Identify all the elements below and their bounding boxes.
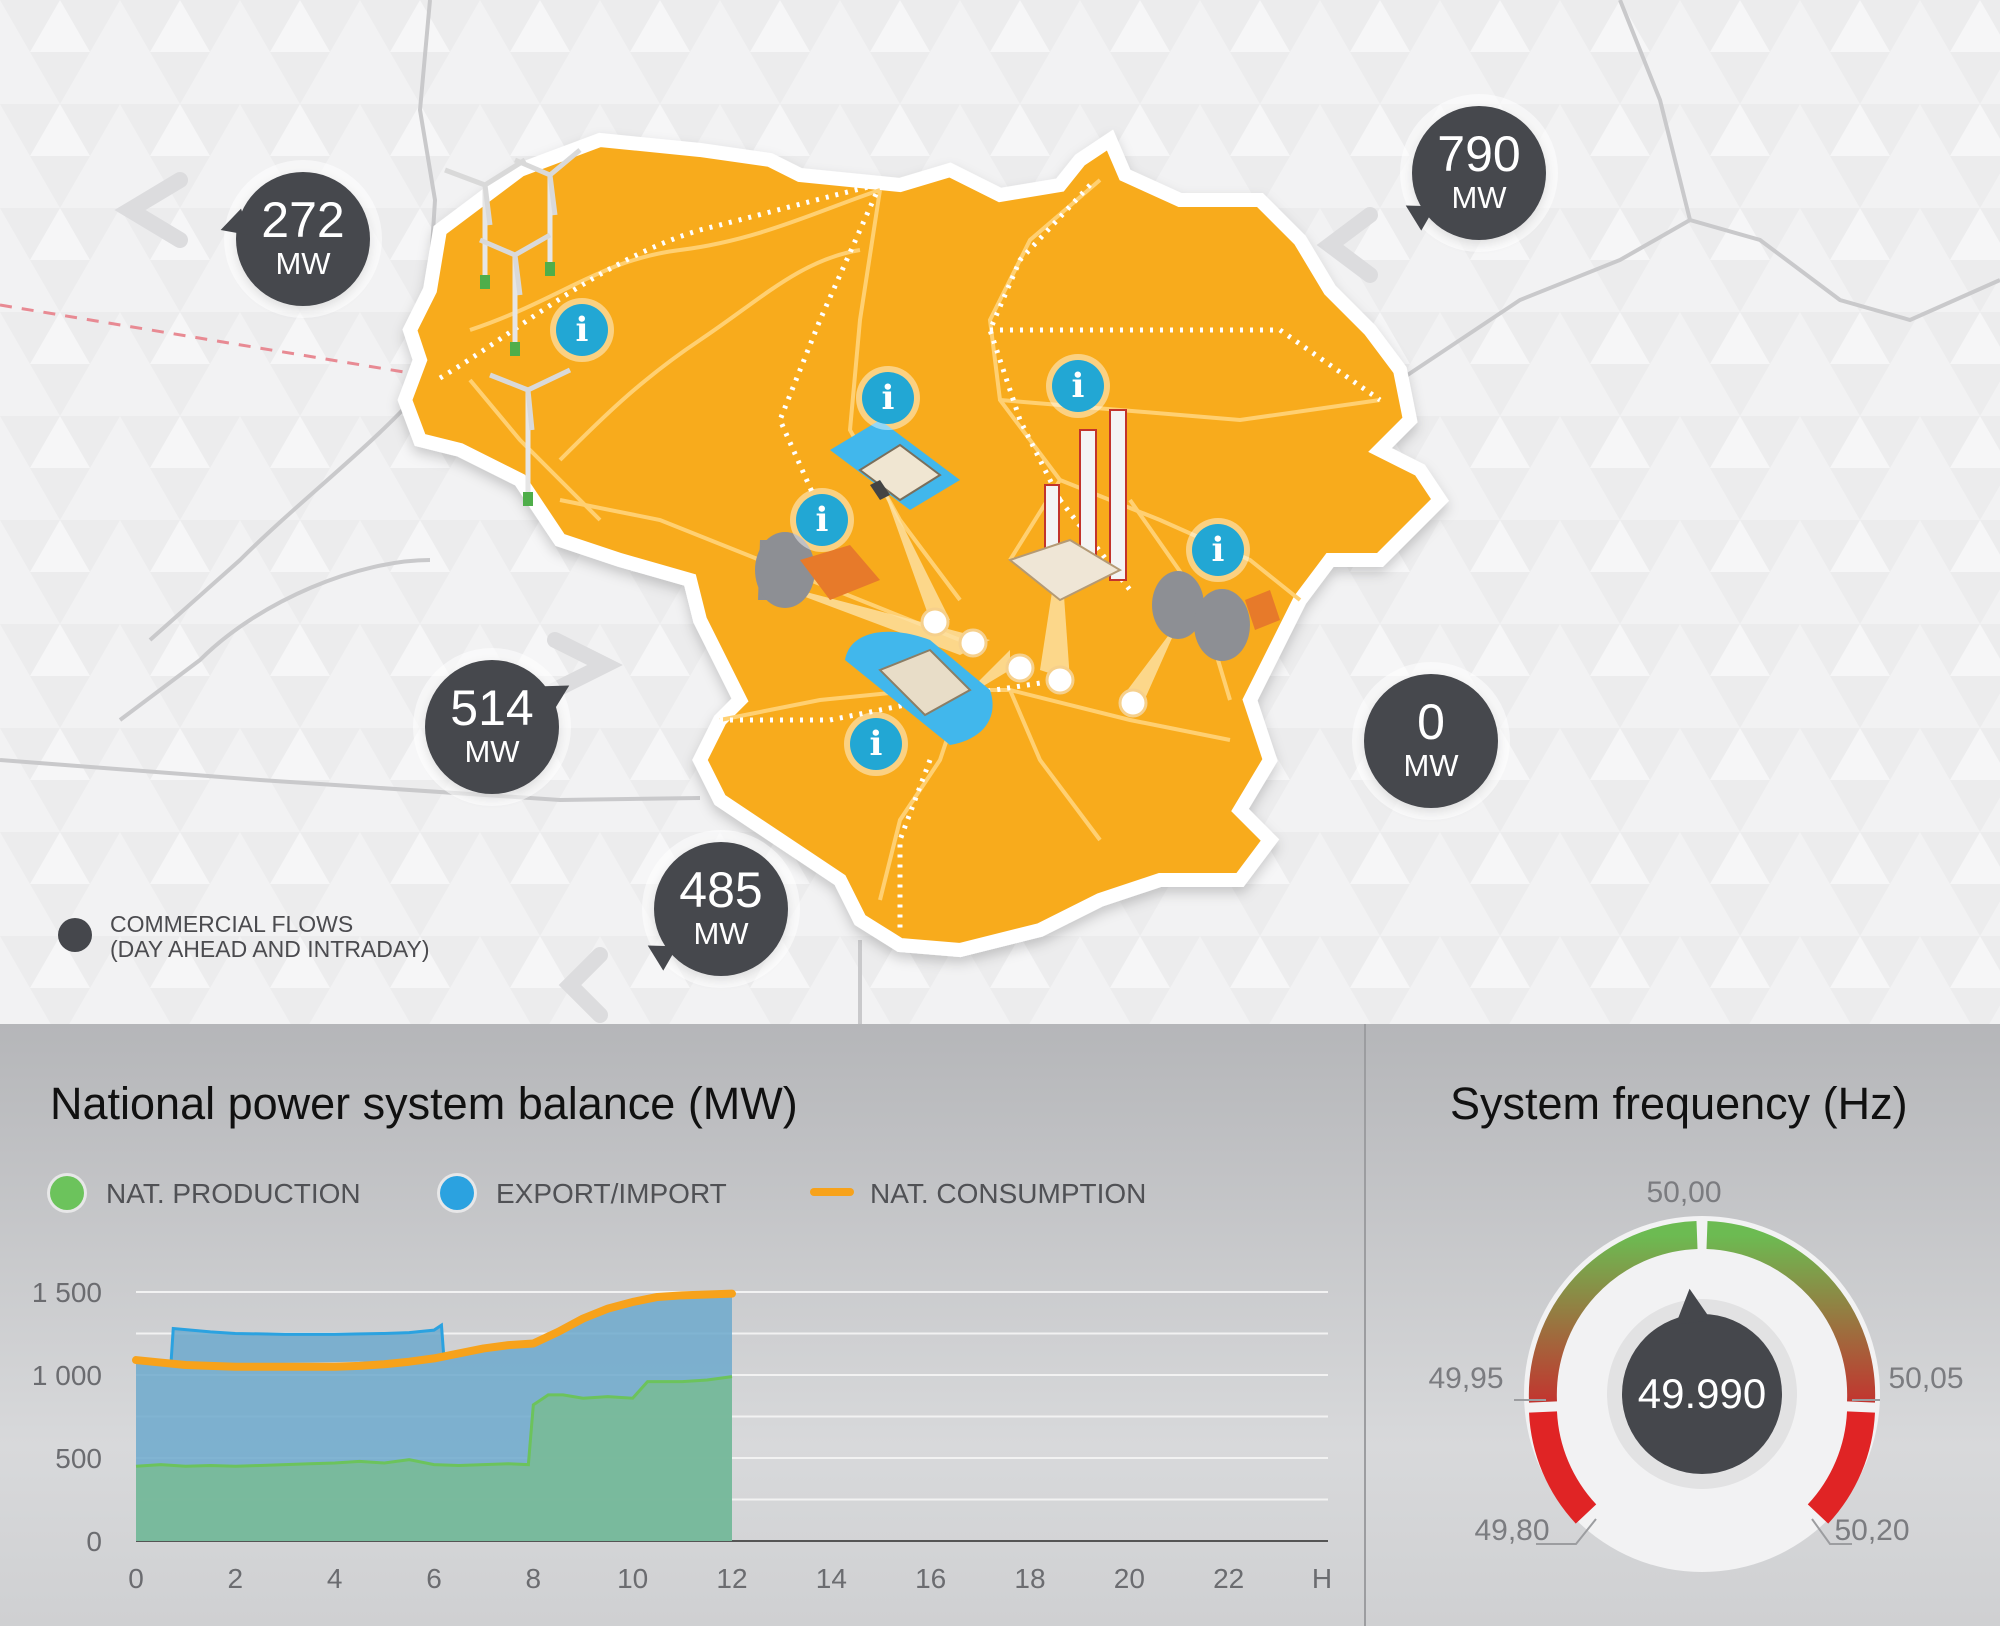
- x-tick-label: 16: [915, 1563, 946, 1594]
- info-icon-wind-park[interactable]: i: [556, 304, 608, 356]
- x-tick-label: H: [1312, 1563, 1332, 1594]
- flow-unit: MW: [1403, 748, 1459, 783]
- gauge-value-disc: [1622, 1314, 1782, 1474]
- dashboard-bottom: National power system balance (MW) NAT. …: [0, 1024, 2000, 1626]
- info-icon-thermal-plant[interactable]: i: [1052, 360, 1104, 412]
- frequency-gauge: 49.990 50,00 49,95 50,05 49,80 50,20: [1428, 1176, 1964, 1572]
- flow-value: 485: [679, 862, 763, 918]
- flow-bubble-north-east: 790 MW: [1398, 106, 1546, 240]
- scale-label-min: 49,80: [1474, 1514, 1549, 1547]
- gauge-arc-red-right: [1807, 1411, 1875, 1524]
- legend-nat-consumption[interactable]: NAT. CONSUMPTION: [810, 1174, 1170, 1214]
- info-icon-hydro-south[interactable]: i: [850, 718, 902, 770]
- legend-line-2: (DAY AHEAD AND INTRADAY): [110, 936, 430, 962]
- production-line: [135, 1375, 733, 1468]
- power-flow-map: i i i i i i 272 MW 790 MW 514 MW 0 MW 48…: [0, 0, 2000, 1024]
- x-tick-label: 8: [526, 1563, 542, 1594]
- x-tick-label: 18: [1014, 1563, 1045, 1594]
- x-tick-label: 12: [716, 1563, 747, 1594]
- scale-label-high: 50,05: [1888, 1362, 1963, 1395]
- legend-label: NAT. PRODUCTION: [106, 1178, 361, 1209]
- info-icon-west-plant[interactable]: i: [796, 494, 848, 546]
- balance-chart: 0 500 1 000 1 500 0 2 4 6 8 10 12 14 16 18 20 22 H: [32, 1277, 1332, 1594]
- green-dot-icon: [50, 1176, 84, 1210]
- gauge-needle: [1675, 1288, 1712, 1325]
- gauge-arc-red-left: [1529, 1411, 1597, 1524]
- x-tick-label: 6: [426, 1563, 442, 1594]
- scale-leader-lines: [1514, 1399, 1880, 1545]
- consumption-line: [132, 1289, 736, 1371]
- blue-dot-icon: [440, 1176, 474, 1210]
- cooling-tower-plant-west: [755, 532, 880, 608]
- gauge-arc-green-left: [1528, 1221, 1698, 1403]
- x-tick-label: 4: [327, 1563, 343, 1594]
- flow-bubble-south-west: 514 MW: [425, 660, 577, 794]
- legend-label: NAT. CONSUMPTION: [870, 1178, 1147, 1209]
- export-import-band: [170, 1325, 444, 1367]
- x-tick-label: 0: [128, 1563, 144, 1594]
- legend-label: EXPORT/IMPORT: [496, 1178, 727, 1209]
- interconnector-line: [0, 303, 441, 380]
- flow-value: 272: [261, 192, 345, 248]
- y-tick-label: 500: [55, 1443, 102, 1474]
- chart-ticks: 0 500 1 000 1 500 0 2 4 6 8 10 12 14 16 18 20 22 H: [32, 1277, 1332, 1594]
- cooling-tower-plant-east: [1152, 571, 1280, 661]
- thermal-plant-center: [1007, 409, 1127, 602]
- info-icon-east-plant[interactable]: i: [1192, 524, 1244, 576]
- legend-nat-production[interactable]: NAT. PRODUCTION: [50, 1174, 370, 1214]
- balance-panel-title: National power system balance (MW): [50, 1078, 798, 1129]
- chart-series: [132, 1289, 736, 1541]
- flow-value: 790: [1437, 126, 1521, 182]
- flow-unit: MW: [1451, 180, 1507, 215]
- y-tick-label: 1 500: [32, 1277, 102, 1308]
- x-tick-label: 10: [617, 1563, 648, 1594]
- gauge-arc-green-right: [1706, 1221, 1876, 1403]
- orange-line-icon: [810, 1188, 854, 1196]
- flow-bubble-north-west: 272 MW: [216, 172, 370, 306]
- panel-divider: [1364, 1024, 1366, 1626]
- hydro-plant-north: [830, 420, 960, 510]
- flow-value: 0: [1417, 694, 1445, 750]
- y-tick-label: 0: [86, 1526, 102, 1557]
- flow-direction-chevrons: [114, 172, 1378, 1023]
- x-tick-label: 2: [228, 1563, 244, 1594]
- country-outline: [397, 129, 1450, 958]
- flow-bubble-east: 0 MW: [1364, 674, 1498, 808]
- legend-text: COMMERCIAL FLOWS (DAY AHEAD AND INTRADAY…: [110, 912, 430, 962]
- scale-label-mid: 50,00: [1646, 1176, 1721, 1209]
- x-tick-label: 22: [1213, 1563, 1244, 1594]
- scale-label-max: 50,20: [1834, 1514, 1909, 1547]
- x-tick-label: 20: [1114, 1563, 1145, 1594]
- x-tick-label: 14: [816, 1563, 847, 1594]
- legend-dot: [58, 918, 92, 952]
- export-import-line: [169, 1322, 446, 1367]
- flow-unit: MW: [275, 246, 331, 281]
- frequency-value: 49.990: [1638, 1370, 1766, 1417]
- legend-line-1: COMMERCIAL FLOWS: [110, 911, 354, 937]
- wind-turbines: [444, 148, 582, 506]
- map-canvas: [0, 0, 2000, 1024]
- scale-label-low: 49,95: [1428, 1362, 1503, 1395]
- flow-bubble-south: 485 MW: [640, 842, 788, 976]
- frequency-panel-title: System frequency (Hz): [1450, 1078, 1908, 1129]
- y-tick-label: 1 000: [32, 1360, 102, 1391]
- flow-unit: MW: [693, 916, 749, 951]
- power-lines: [438, 177, 1382, 930]
- info-icon-hydro-north[interactable]: i: [862, 372, 914, 424]
- legend-export-import[interactable]: EXPORT/IMPORT: [440, 1174, 740, 1214]
- flow-unit: MW: [464, 734, 520, 769]
- flow-value: 514: [450, 680, 534, 736]
- production-area: [136, 1376, 732, 1541]
- hydro-plant-south: [845, 631, 993, 745]
- substation-nodes: [920, 607, 1148, 718]
